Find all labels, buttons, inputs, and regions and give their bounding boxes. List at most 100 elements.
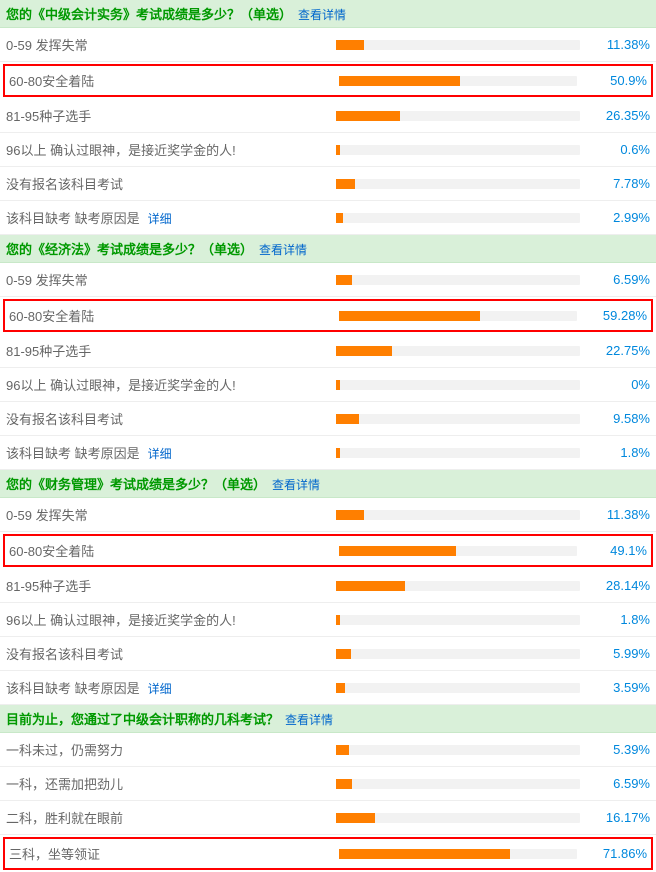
result-row: 三科，坐等领证 71.86% xyxy=(3,837,653,870)
result-row: 0-59 发挥失常 11.38% xyxy=(0,28,656,62)
option-label-text: 该科目缺考 缺考原因是 xyxy=(6,211,140,226)
option-label-text: 0-59 发挥失常 xyxy=(6,38,88,53)
bar-track xyxy=(336,683,580,693)
option-label: 0-59 发挥失常 xyxy=(6,505,336,524)
option-label-text: 81-95种子选手 xyxy=(6,579,91,594)
option-label-text: 60-80安全着陆 xyxy=(9,74,94,89)
percentage-value: 6.59% xyxy=(590,776,650,791)
bar-track xyxy=(336,448,580,458)
detail-link-inline[interactable]: 详细 xyxy=(148,682,172,696)
option-label: 没有报名该科目考试 xyxy=(6,174,336,193)
view-detail-link[interactable]: 查看详情 xyxy=(298,8,346,22)
result-row: 96以上 确认过眼神，是接近奖学金的人!1.8% xyxy=(0,603,656,637)
bar-track xyxy=(336,779,580,789)
view-detail-link[interactable]: 查看详情 xyxy=(259,243,307,257)
bar-fill xyxy=(336,813,375,823)
bar-fill xyxy=(336,213,343,223)
result-row: 81-95种子选手26.35% xyxy=(0,99,656,133)
view-detail-link[interactable]: 查看详情 xyxy=(272,478,320,492)
result-row: 0-59 发挥失常6.59% xyxy=(0,263,656,297)
result-row: 96以上 确认过眼神，是接近奖学金的人! 0.6% xyxy=(0,133,656,167)
bar-fill xyxy=(336,649,351,659)
option-label: 60-80安全着陆 xyxy=(9,541,339,560)
bar-fill xyxy=(336,615,340,625)
percentage-value: 16.17% xyxy=(590,810,650,825)
bar-fill xyxy=(336,448,340,458)
option-label: 96以上 确认过眼神，是接近奖学金的人! xyxy=(6,140,336,159)
section-title: 目前为止，您通过了中级会计职称的几科考试？ xyxy=(6,712,279,727)
option-label-text: 96以上 确认过眼神，是接近奖学金的人! xyxy=(6,613,236,628)
bar-fill xyxy=(336,179,355,189)
option-label-text: 60-80安全着陆 xyxy=(9,309,94,324)
section-header: 目前为止，您通过了中级会计职称的几科考试？ 查看详情 xyxy=(0,705,656,733)
option-label-text: 该科目缺考 缺考原因是 xyxy=(6,681,140,696)
percentage-value: 11.38% xyxy=(590,37,650,52)
bar-track xyxy=(336,414,580,424)
option-label-text: 没有报名该科目考试 xyxy=(6,177,123,192)
bar-track xyxy=(336,179,580,189)
result-row: 该科目缺考 缺考原因是详细3.59% xyxy=(0,671,656,705)
percentage-value: 1.8% xyxy=(590,445,650,460)
option-label: 一科未过，仍需努力 xyxy=(6,740,336,759)
result-row: 60-80安全着陆49.1% xyxy=(3,534,653,567)
bar-fill xyxy=(336,145,340,155)
bar-track xyxy=(339,546,577,556)
bar-track xyxy=(336,510,580,520)
result-row: 一科未过，仍需努力 5.39% xyxy=(0,733,656,767)
percentage-value: 71.86% xyxy=(587,846,647,861)
survey-results: 您的《中级会计实务》考试成绩是多少？（单选） 查看详情 0-59 发挥失常 11.38… xyxy=(0,0,656,870)
bar-fill xyxy=(336,40,364,50)
bar-fill xyxy=(336,510,364,520)
view-detail-link[interactable]: 查看详情 xyxy=(285,713,333,727)
option-label-text: 三科，坐等领证 xyxy=(9,847,100,862)
bar-track xyxy=(339,311,577,321)
bar-fill xyxy=(336,380,340,390)
section-title: 您的《财务管理》考试成绩是多少？（单选） xyxy=(6,477,266,492)
percentage-value: 50.9% xyxy=(587,73,647,88)
percentage-value: 2.99% xyxy=(590,210,650,225)
detail-link-inline[interactable]: 详细 xyxy=(148,447,172,461)
result-row: 0-59 发挥失常 11.38% xyxy=(0,498,656,532)
bar-track xyxy=(339,76,577,86)
result-row: 81-95种子选手22.75% xyxy=(0,334,656,368)
result-row: 一科，还需加把劲儿 6.59% xyxy=(0,767,656,801)
option-label: 该科目缺考 缺考原因是详细 xyxy=(6,443,336,462)
percentage-value: 0.6% xyxy=(590,142,650,157)
bar-track xyxy=(336,111,580,121)
result-row: 没有报名该科目考试5.99% xyxy=(0,637,656,671)
bar-fill xyxy=(336,275,352,285)
percentage-value: 5.39% xyxy=(590,742,650,757)
option-label: 60-80安全着陆 xyxy=(9,306,339,325)
percentage-value: 11.38% xyxy=(590,507,650,522)
option-label: 一科，还需加把劲儿 xyxy=(6,774,336,793)
bar-fill xyxy=(336,346,392,356)
result-row: 60-80安全着陆 50.9% xyxy=(3,64,653,97)
option-label-text: 96以上 确认过眼神，是接近奖学金的人! xyxy=(6,143,236,158)
bar-fill xyxy=(336,683,345,693)
section-title: 您的《中级会计实务》考试成绩是多少？（单选） xyxy=(6,7,292,22)
option-label: 该科目缺考 缺考原因是详细 xyxy=(6,208,336,227)
option-label: 81-95种子选手 xyxy=(6,576,336,595)
bar-track xyxy=(336,649,580,659)
bar-track xyxy=(336,813,580,823)
result-row: 没有报名该科目考试7.78% xyxy=(0,167,656,201)
option-label: 三科，坐等领证 xyxy=(9,844,339,863)
option-label: 60-80安全着陆 xyxy=(9,71,339,90)
option-label: 81-95种子选手 xyxy=(6,341,336,360)
bar-track xyxy=(336,615,580,625)
option-label-text: 没有报名该科目考试 xyxy=(6,647,123,662)
bar-fill xyxy=(339,546,456,556)
option-label: 96以上 确认过眼神，是接近奖学金的人! xyxy=(6,375,336,394)
detail-link-inline[interactable]: 详细 xyxy=(148,212,172,226)
option-label-text: 一科未过，仍需努力 xyxy=(6,743,123,758)
option-label-text: 没有报名该科目考试 xyxy=(6,412,123,427)
section-header: 您的《中级会计实务》考试成绩是多少？（单选） 查看详情 xyxy=(0,0,656,28)
result-row: 二科，胜利就在眼前16.17% xyxy=(0,801,656,835)
bar-track xyxy=(339,849,577,859)
bar-track xyxy=(336,346,580,356)
option-label-text: 60-80安全着陆 xyxy=(9,544,94,559)
section-title: 您的《经济法》考试成绩是多少？（单选） xyxy=(6,242,253,257)
result-row: 81-95种子选手28.14% xyxy=(0,569,656,603)
result-row: 60-80安全着陆59.28% xyxy=(3,299,653,332)
option-label: 0-59 发挥失常 xyxy=(6,35,336,54)
